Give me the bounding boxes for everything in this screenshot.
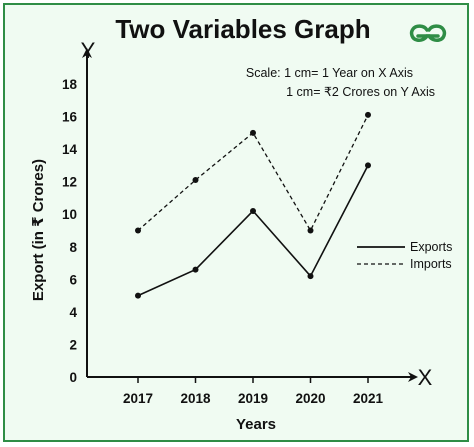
x-tick-label: 2017: [123, 391, 153, 406]
data-point-exports: [192, 266, 199, 273]
data-point-exports: [135, 292, 141, 299]
x-tick-label: 2019: [238, 391, 268, 406]
chart-frame: Two Variables Graph Scale: 1 cm= 1 Year …: [3, 3, 469, 442]
y-axis-title: Export (in ₹ Crores): [30, 159, 47, 301]
y-ticks: 0 2 4 6 8 10 12 14 16 18: [62, 77, 78, 385]
data-point-imports: [307, 227, 314, 234]
y-tick-label: 16: [62, 110, 78, 125]
data-point-exports: [307, 273, 314, 280]
y-tick-label: 10: [62, 207, 77, 222]
data-point-exports: [250, 207, 256, 214]
data-point-imports: [135, 227, 141, 234]
series-layer: [135, 111, 371, 299]
x-ticks: 2017 2018 2019 2020 2021: [123, 377, 384, 406]
y-tick-label: 12: [62, 175, 77, 190]
x-tick-label: 2020: [295, 391, 325, 406]
y-tick-label: 8: [69, 240, 77, 255]
legend-label-exports: Exports: [410, 240, 452, 254]
y-tick-label: 18: [62, 77, 78, 92]
y-tick-label: 6: [69, 272, 77, 287]
y-axis-letter: Y: [81, 38, 96, 63]
data-point-imports: [192, 177, 199, 184]
x-axis-title: Years: [236, 416, 276, 433]
x-tick-label: 2021: [353, 391, 384, 406]
x-axis-letter: X: [418, 365, 433, 390]
gfg-logo-icon: [409, 24, 447, 42]
x-tick-label: 2018: [180, 391, 211, 406]
chart-title: Two Variables Graph: [115, 14, 370, 44]
y-tick-label: 0: [69, 370, 77, 385]
legend: Exports Imports: [357, 240, 452, 271]
data-point-imports: [250, 129, 256, 136]
legend-label-imports: Imports: [410, 257, 452, 271]
y-tick-label: 2: [69, 337, 77, 352]
scale-note-x: Scale: 1 cm= 1 Year on X Axis: [246, 66, 413, 80]
y-tick-label: 4: [69, 305, 77, 320]
scale-note-y: 1 cm= ₹2 Crores on Y Axis: [286, 85, 435, 99]
y-tick-label: 14: [62, 142, 78, 157]
chart-canvas: Two Variables Graph Scale: 1 cm= 1 Year …: [30, 14, 452, 433]
data-point-imports: [365, 111, 371, 118]
data-point-exports: [365, 162, 371, 169]
